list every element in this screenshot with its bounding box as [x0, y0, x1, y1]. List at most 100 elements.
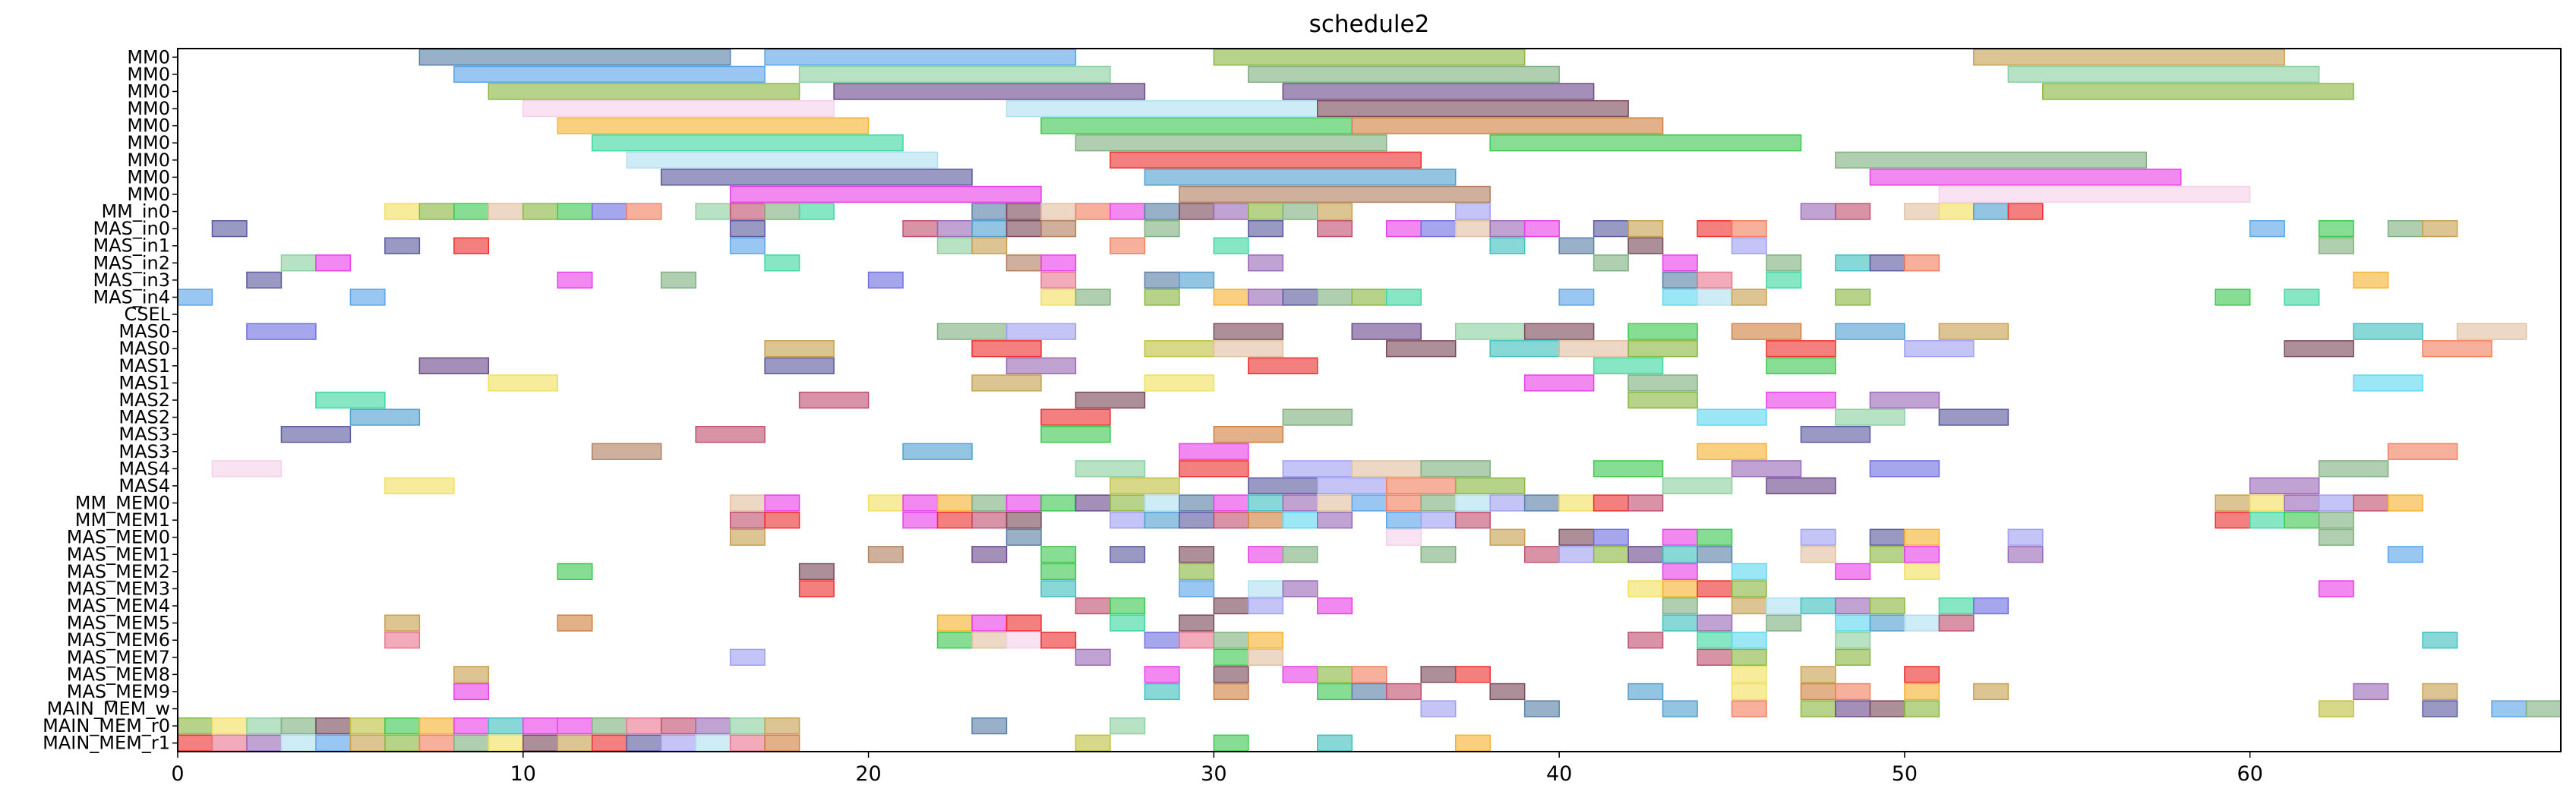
task-bar [1835, 700, 1871, 717]
task-bar [1938, 185, 2251, 203]
task-bar [1593, 460, 1664, 478]
task-bar [2353, 271, 2389, 289]
task-bar [626, 717, 662, 735]
y-tick-label: MAS_MEM9 [67, 681, 170, 702]
task-bar [1420, 494, 1457, 512]
task-bar [2387, 494, 2423, 512]
task-bar [1835, 254, 1871, 272]
task-bar [1179, 511, 1215, 529]
y-tick-label: MM0 [127, 80, 170, 102]
y-tick-label: MAIN_MEM_w [47, 698, 170, 720]
task-bar [1005, 203, 1042, 220]
task-bar [1697, 648, 1733, 666]
task-bar [1144, 494, 1180, 512]
y-tick-label: MAS_in1 [93, 235, 170, 257]
task-bar [246, 734, 283, 752]
task-bar [1075, 734, 1111, 752]
task-bar [1005, 357, 1077, 374]
task-bar [2387, 443, 2458, 460]
plot-frame [177, 48, 2562, 752]
task-bar [1213, 648, 1249, 666]
task-bar [1040, 426, 1111, 443]
task-bar [1523, 546, 1560, 563]
task-bar [660, 271, 696, 289]
y-tick-label: MAS_MEM8 [67, 664, 170, 685]
task-bar [1627, 546, 1664, 563]
task-bar [1593, 528, 1629, 546]
task-bar [626, 203, 662, 220]
task-bar [1697, 288, 1733, 306]
task-bar [1040, 117, 1353, 134]
y-tick-label: MM0 [127, 64, 170, 85]
task-bar [2284, 511, 2320, 529]
task-bar [1627, 494, 1664, 512]
task-bar [1800, 597, 1836, 615]
task-bar [1800, 666, 1836, 683]
y-tick-label: MAS2 [118, 389, 170, 411]
task-bar [1523, 323, 1595, 340]
y-tick-label: MAS_in3 [93, 270, 170, 291]
task-bar [2525, 700, 2562, 717]
task-bar [1697, 408, 1767, 426]
task-bar [1248, 220, 1284, 238]
task-bar [2249, 220, 2285, 238]
task-bar [349, 288, 386, 306]
task-bar [315, 717, 352, 735]
task-bar [1731, 666, 1767, 683]
task-bar [557, 717, 593, 735]
task-bar [211, 734, 248, 752]
task-bar [1282, 408, 1353, 426]
task-bar [1005, 254, 1042, 272]
task-bar [1766, 391, 1836, 409]
task-bar [1904, 340, 1975, 358]
task-bar [1766, 477, 1836, 495]
task-bar [1144, 288, 1180, 306]
y-tick-label: MAS4 [118, 475, 170, 497]
task-bar [1938, 408, 2009, 426]
task-bar [1523, 700, 1560, 717]
task-bar [1938, 597, 1975, 615]
task-bar [1454, 734, 1491, 752]
task-bar [1731, 648, 1767, 666]
task-bar [1420, 460, 1491, 478]
y-tick-label: MAIN_MEM_r0 [43, 715, 170, 736]
task-bar [1593, 254, 1629, 272]
task-bar [729, 203, 766, 220]
y-tick-label: CSEL [124, 304, 170, 325]
task-bar [522, 734, 559, 752]
task-bar [1317, 203, 1353, 220]
task-bar [1282, 546, 1318, 563]
task-bar [1005, 99, 1318, 118]
y-tick-label: MM0 [127, 115, 170, 137]
task-bar [177, 288, 213, 306]
task-bar [1179, 203, 1215, 220]
task-bar [1110, 511, 1146, 529]
task-bar [1179, 443, 1249, 460]
x-axis: 0 10 20 30 40 50 60 [171, 752, 2263, 786]
task-bar [1627, 237, 1664, 254]
task-bar [1731, 597, 1767, 615]
task-bar [1731, 460, 1802, 478]
y-tick-label: MAS0 [118, 338, 170, 359]
x-tick-label: 60 [2237, 762, 2263, 786]
y-tick-label: MAS4 [118, 458, 170, 479]
task-bar [2007, 65, 2320, 84]
task-bar [1627, 580, 1664, 597]
task-bar [384, 477, 455, 495]
task-bar [1282, 494, 1318, 512]
task-bar [1800, 203, 1836, 220]
y-tick-label: MM0 [127, 98, 170, 119]
task-bar [729, 237, 766, 254]
task-bar [1766, 357, 1836, 374]
task-bar [971, 340, 1042, 358]
task-bar [1179, 460, 1249, 478]
task-bar [1835, 563, 1871, 580]
task-bar [1627, 340, 1698, 358]
task-bar [1662, 563, 1698, 580]
task-bar [1248, 357, 1318, 374]
task-bar [1731, 700, 1767, 717]
task-bar [1144, 632, 1180, 649]
task-bar [1593, 357, 1664, 374]
y-tick-label: MAS1 [118, 372, 170, 393]
task-bar [1040, 494, 1077, 512]
